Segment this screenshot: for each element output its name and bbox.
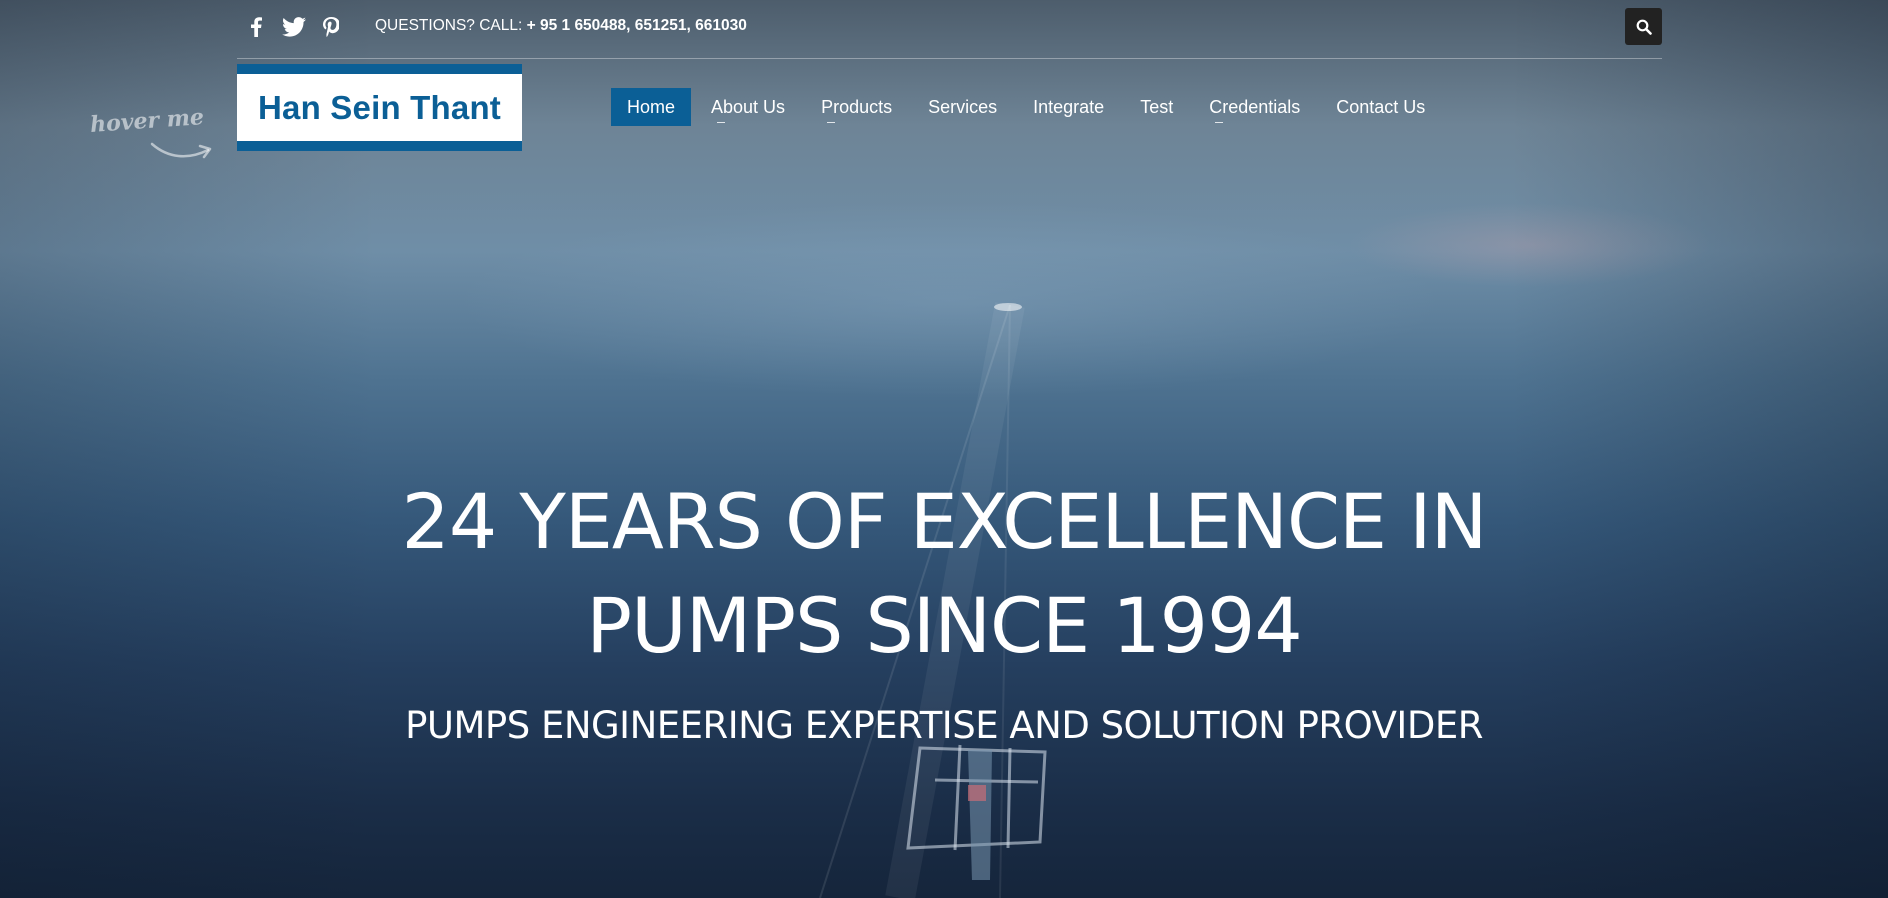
- call-numbers[interactable]: + 95 1 650488, 651251, 661030: [526, 17, 747, 34]
- nav-item-contact-us[interactable]: Contact Us: [1336, 97, 1426, 117]
- hero-title-line-2: PUMPS SINCE 1994: [586, 581, 1302, 670]
- nav-item-test[interactable]: Test: [1140, 97, 1174, 117]
- nav-item-about-us[interactable]: About Us: [693, 88, 803, 126]
- pinterest-link[interactable]: [318, 14, 344, 40]
- nav-item-home[interactable]: Home: [611, 88, 692, 126]
- nav-item-services[interactable]: Services: [928, 97, 998, 117]
- site-logo[interactable]: Han Sein Thant: [237, 64, 522, 151]
- facebook-link[interactable]: [243, 14, 269, 40]
- main-nav: Home About Us Products Services Integrat…: [611, 88, 1443, 126]
- hero-title-line-1: 24 YEARS OF EXCELLENCE IN: [401, 477, 1488, 566]
- search-button[interactable]: [1625, 8, 1662, 45]
- hover-arrow-icon: [150, 142, 212, 159]
- nav-item-integrate[interactable]: Integrate: [1033, 97, 1105, 117]
- call-label: QUESTIONS? CALL:: [375, 17, 523, 34]
- contact-phone: QUESTIONS? CALL: + 95 1 650488, 651251, …: [375, 17, 747, 35]
- hero-title: 24 YEARS OF EXCELLENCE IN PUMPS SINCE 19…: [0, 470, 1888, 678]
- hero-subtitle: PUMPS ENGINEERING EXPERTISE AND SOLUTION…: [405, 704, 1483, 747]
- top-bar: QUESTIONS? CALL: + 95 1 650488, 651251, …: [237, 0, 1662, 59]
- search-icon: [1636, 19, 1652, 35]
- nav-item-products[interactable]: Products: [803, 88, 910, 126]
- twitter-icon: [282, 17, 306, 37]
- logo-text: Han Sein Thant: [258, 88, 501, 126]
- facebook-icon: [251, 17, 262, 37]
- twitter-link[interactable]: [281, 14, 307, 40]
- pinterest-icon: [323, 17, 339, 37]
- nav-item-credentials[interactable]: Credentials: [1191, 88, 1318, 126]
